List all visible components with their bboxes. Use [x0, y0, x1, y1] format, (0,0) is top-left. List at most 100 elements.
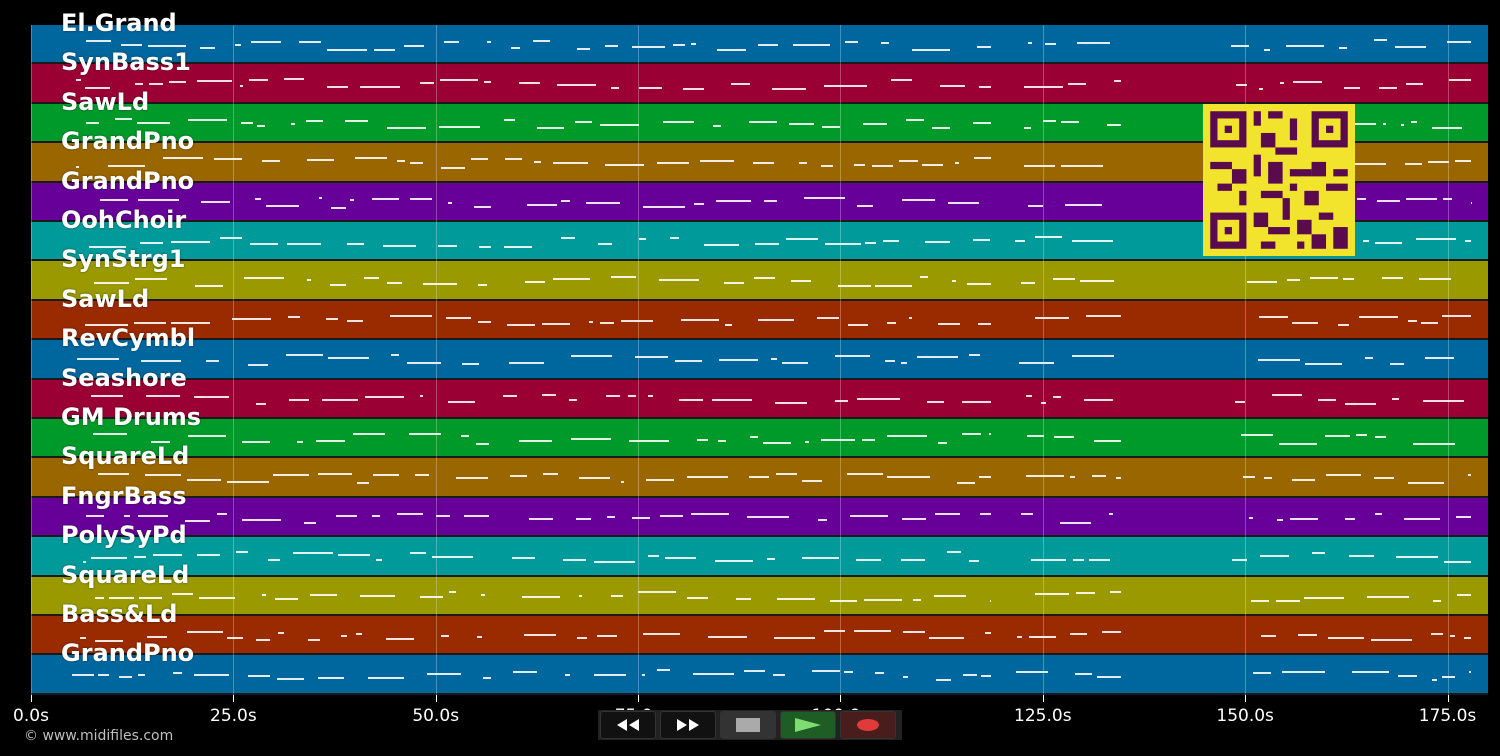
note: [460, 435, 469, 438]
note: [597, 635, 618, 638]
track-lane[interactable]: [31, 25, 1488, 65]
note: [552, 161, 589, 164]
note: [707, 636, 747, 639]
note: [255, 402, 267, 405]
track-lane[interactable]: [31, 300, 1488, 341]
note: [1310, 276, 1339, 279]
note: [372, 473, 399, 476]
rewind-button[interactable]: [600, 711, 656, 739]
note: [406, 361, 441, 364]
note: [1444, 560, 1471, 563]
note: [1430, 633, 1443, 636]
note: [1030, 558, 1066, 561]
note: [137, 122, 170, 125]
note: [902, 676, 908, 679]
note: [1097, 676, 1121, 679]
track-lane[interactable]: [31, 64, 1488, 104]
note: [307, 278, 312, 281]
note: [241, 440, 271, 443]
track-lane[interactable]: [31, 616, 1488, 656]
track-label: PolySyPd: [61, 521, 187, 550]
note: [639, 87, 663, 90]
note: [137, 674, 146, 677]
track-lane[interactable]: [31, 340, 1488, 380]
fast-forward-button[interactable]: [660, 711, 716, 739]
note: [936, 678, 951, 681]
note: [834, 400, 848, 403]
note: [170, 241, 210, 244]
note: [1116, 476, 1121, 479]
note: [763, 441, 791, 444]
note: [750, 436, 758, 438]
track-lane[interactable]: [31, 576, 1488, 616]
note: [680, 319, 719, 322]
note: [310, 594, 337, 597]
note: [753, 161, 774, 164]
note: [660, 514, 683, 517]
note: [1377, 199, 1400, 202]
track-label: Seashore: [61, 363, 187, 392]
note: [524, 281, 545, 284]
note: [686, 476, 729, 479]
note: [735, 598, 751, 601]
note: [820, 438, 855, 441]
note: [598, 242, 613, 245]
record-button[interactable]: [840, 711, 896, 739]
note: [292, 551, 333, 554]
note: [409, 197, 432, 200]
track-lane[interactable]: [31, 497, 1488, 538]
note: [326, 48, 368, 51]
track-lane[interactable]: [31, 655, 1488, 695]
time-tick-label: 150.0s: [1216, 706, 1274, 726]
note: [1370, 638, 1413, 641]
note: [854, 630, 891, 633]
note: [1043, 120, 1057, 123]
note: [408, 433, 442, 436]
note: [600, 321, 614, 324]
note: [483, 81, 491, 84]
play-button[interactable]: [780, 711, 836, 739]
stop-button[interactable]: [720, 711, 776, 739]
note: [254, 197, 262, 200]
piano-roll: [31, 25, 1488, 695]
note: [599, 123, 640, 126]
track-lane[interactable]: [31, 261, 1488, 301]
note: [775, 401, 807, 404]
note: [108, 164, 145, 167]
note: [553, 278, 590, 281]
transport-controls: [598, 710, 902, 740]
note: [1061, 121, 1079, 124]
note: [1019, 362, 1055, 365]
note: [415, 474, 430, 477]
track-label: GrandPno: [61, 166, 195, 195]
note: [979, 86, 991, 89]
note: [989, 599, 991, 602]
note: [115, 118, 132, 121]
track-lane[interactable]: [31, 419, 1488, 459]
note: [290, 123, 295, 126]
note: [1432, 599, 1441, 602]
note: [954, 162, 959, 165]
track-lane[interactable]: [31, 458, 1488, 498]
note: [249, 242, 278, 245]
note: [1075, 592, 1095, 595]
note: [1073, 559, 1084, 562]
note: [386, 281, 402, 284]
note: [887, 434, 928, 437]
note: [1441, 676, 1455, 679]
note: [730, 83, 751, 86]
time-tick-label: 25.0s: [210, 706, 257, 726]
note: [850, 514, 889, 517]
note: [150, 440, 171, 443]
time-tick-label: 0.0s: [13, 706, 49, 726]
note: [317, 473, 352, 475]
note: [513, 670, 538, 673]
note: [1026, 394, 1033, 397]
track-label: RevCymbl: [61, 324, 196, 353]
qr-code[interactable]: [1203, 104, 1355, 256]
note: [1024, 126, 1031, 129]
track-lane[interactable]: [31, 379, 1488, 419]
grid-line: [1245, 25, 1247, 695]
note: [134, 321, 166, 324]
track-lane[interactable]: [31, 537, 1488, 577]
